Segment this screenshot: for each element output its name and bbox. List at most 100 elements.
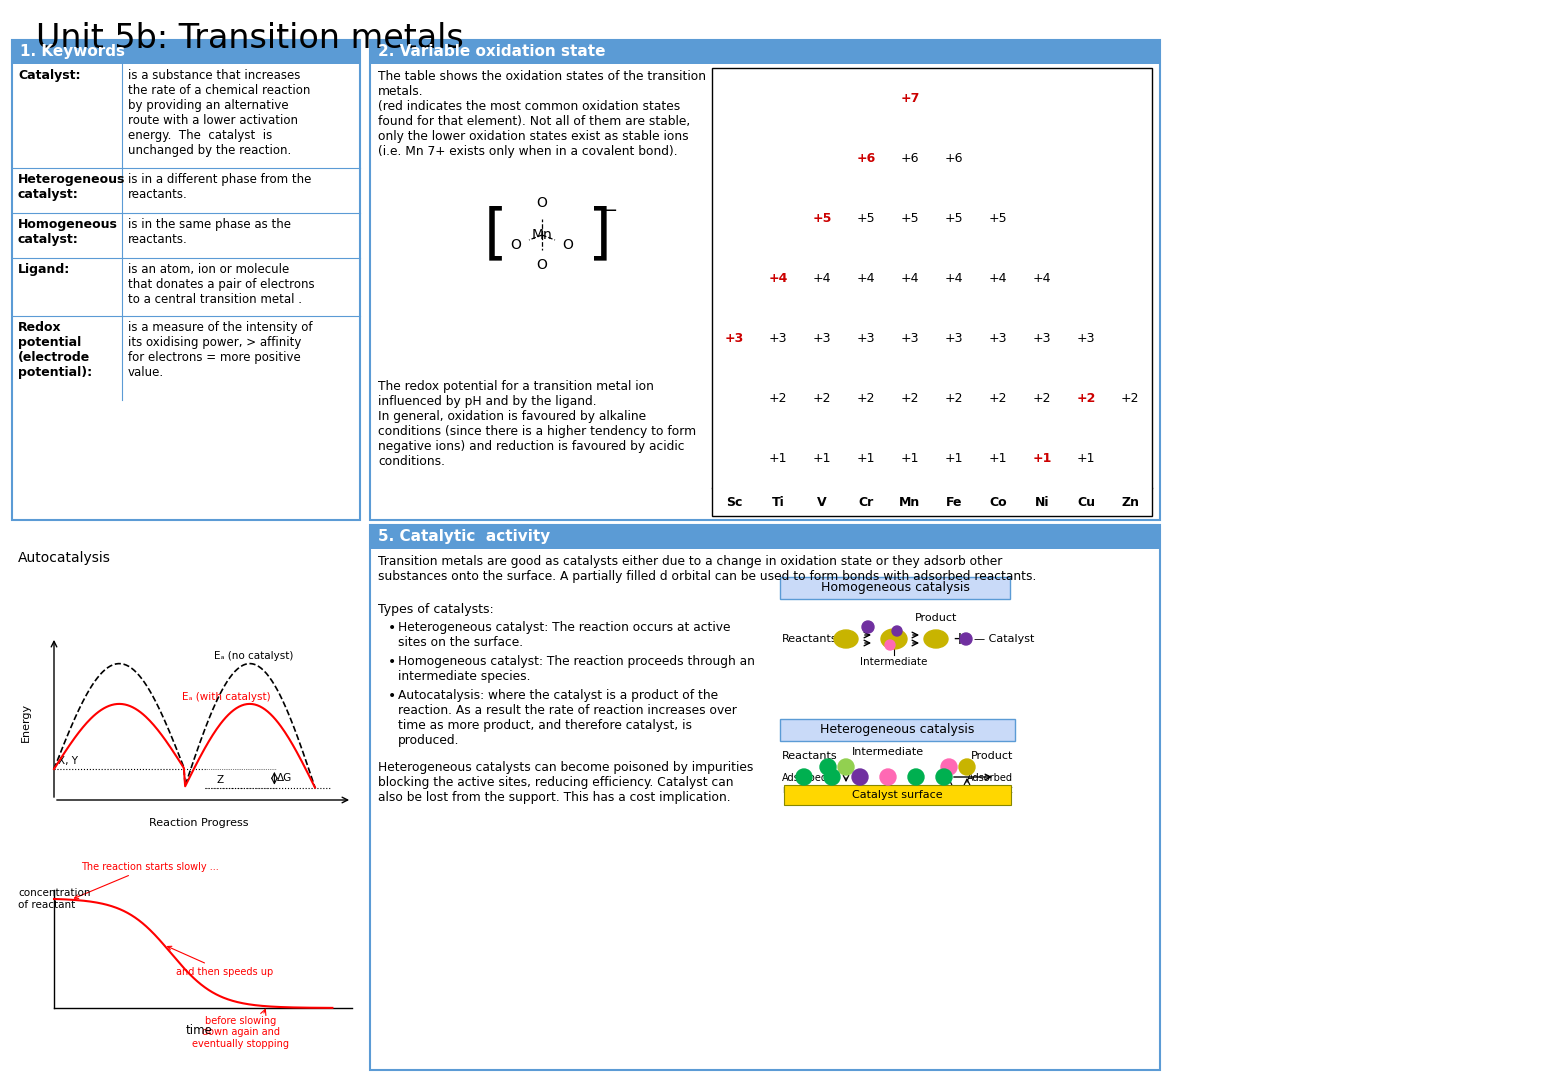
Text: Intermediate: Intermediate: [852, 747, 924, 757]
Circle shape: [796, 769, 813, 785]
Text: +5: +5: [900, 212, 919, 225]
Text: +1: +1: [1033, 451, 1051, 464]
Circle shape: [959, 759, 975, 775]
Text: Heterogeneous catalysts can become poisoned by impurities
blocking the active si: Heterogeneous catalysts can become poiso…: [378, 761, 753, 804]
Circle shape: [941, 759, 956, 775]
Text: +3: +3: [724, 332, 744, 345]
Text: Intermediate: Intermediate: [860, 657, 928, 667]
Text: +6: +6: [945, 151, 963, 164]
Text: ]: ]: [588, 205, 612, 265]
Text: [: [: [484, 205, 509, 265]
Text: The table shows the oxidation states of the transition
metals.
(red indicates th: The table shows the oxidation states of …: [378, 70, 707, 158]
Bar: [785, 785, 1011, 805]
Text: Energy: Energy: [20, 703, 31, 742]
Text: time: time: [186, 1024, 212, 1037]
Text: — Catalyst: — Catalyst: [973, 634, 1034, 644]
Bar: [370, 525, 1161, 1070]
Ellipse shape: [881, 629, 906, 649]
Bar: [711, 68, 1151, 516]
Text: Adsorbed
reactants: Adsorbed reactants: [782, 773, 828, 795]
Text: +2: +2: [989, 391, 1008, 405]
Text: Sc: Sc: [725, 496, 743, 509]
Circle shape: [908, 769, 924, 785]
Text: O: O: [510, 238, 521, 252]
Circle shape: [852, 769, 867, 785]
Text: 1. Keywords: 1. Keywords: [20, 44, 125, 59]
Text: +3: +3: [813, 332, 831, 345]
Text: +1: +1: [813, 451, 831, 464]
Text: O: O: [537, 195, 548, 210]
Text: •: •: [388, 689, 396, 703]
Text: is in the same phase as the
reactants.: is in the same phase as the reactants.: [128, 218, 292, 246]
Text: The reaction starts slowly ...: The reaction starts slowly ...: [75, 862, 218, 899]
Text: before slowing
down again and
eventually stopping: before slowing down again and eventually…: [192, 1015, 289, 1049]
Text: +3: +3: [945, 332, 963, 345]
Text: +1: +1: [900, 451, 919, 464]
Text: Types of catalysts:: Types of catalysts:: [378, 603, 495, 616]
Text: Mn: Mn: [532, 228, 552, 242]
Text: +1: +1: [769, 451, 788, 464]
Text: Redox
potential
(electrode
potential):: Redox potential (electrode potential):: [19, 321, 92, 379]
Text: +4: +4: [900, 271, 919, 284]
Text: Fe: Fe: [945, 496, 963, 509]
Circle shape: [959, 633, 972, 645]
Ellipse shape: [924, 630, 948, 648]
Text: +4: +4: [813, 271, 831, 284]
Text: 2. Variable oxidation state: 2. Variable oxidation state: [378, 44, 605, 59]
Circle shape: [838, 759, 853, 775]
Bar: [12, 40, 360, 64]
Text: X, Y: X, Y: [58, 756, 78, 766]
Text: +3: +3: [1076, 332, 1095, 345]
Text: +1: +1: [945, 451, 963, 464]
Text: Ligand:: Ligand:: [19, 264, 70, 276]
Text: +4: +4: [769, 271, 788, 284]
Text: The redox potential for a transition metal ion
influenced by pH and by the ligan: The redox potential for a transition met…: [378, 380, 696, 468]
Text: Autocatalysis: where the catalyst is a product of the
reaction. As a result the : Autocatalysis: where the catalyst is a p…: [398, 689, 736, 747]
Text: +2: +2: [1076, 391, 1095, 405]
Text: +3: +3: [856, 332, 875, 345]
Text: +3: +3: [769, 332, 788, 345]
Text: +2: +2: [900, 391, 919, 405]
Text: +2: +2: [1033, 391, 1051, 405]
Text: Homogeneous catalysis: Homogeneous catalysis: [821, 581, 969, 594]
Text: Adsorbed
product: Adsorbed product: [967, 773, 1012, 795]
Text: Reactants: Reactants: [782, 634, 838, 644]
Text: +4: +4: [1033, 271, 1051, 284]
Text: +1: +1: [989, 451, 1008, 464]
Text: is a substance that increases
the rate of a chemical reaction
by providing an al: is a substance that increases the rate o…: [128, 69, 310, 157]
Circle shape: [936, 769, 952, 785]
Text: Unit 5b: Transition metals: Unit 5b: Transition metals: [36, 22, 463, 55]
Text: +1: +1: [1076, 451, 1095, 464]
Text: Eₐ (no catalyst): Eₐ (no catalyst): [214, 650, 293, 661]
Text: Co: Co: [989, 496, 1006, 509]
Text: Catalyst surface: Catalyst surface: [852, 789, 942, 800]
Text: +2: +2: [813, 391, 831, 405]
Circle shape: [880, 769, 895, 785]
Text: +5: +5: [989, 212, 1008, 225]
Circle shape: [885, 640, 895, 650]
Text: Autocatalysis: Autocatalysis: [19, 551, 111, 565]
Text: Transition metals are good as catalysts either due to a change in oxidation stat: Transition metals are good as catalysts …: [378, 555, 1036, 583]
Text: Heterogeneous catalyst: The reaction occurs at active
sites on the surface.: Heterogeneous catalyst: The reaction occ…: [398, 621, 730, 649]
Text: Ni: Ni: [1034, 496, 1050, 509]
Text: +2: +2: [856, 391, 875, 405]
Text: +3: +3: [900, 332, 919, 345]
Text: is a measure of the intensity of
its oxidising power, > affinity
for electrons =: is a measure of the intensity of its oxi…: [128, 321, 312, 379]
Circle shape: [824, 769, 839, 785]
Text: is an atom, ion or molecule
that donates a pair of electrons
to a central transi: is an atom, ion or molecule that donates…: [128, 264, 315, 306]
Text: +1: +1: [856, 451, 875, 464]
Text: +5: +5: [813, 212, 831, 225]
Text: V: V: [817, 496, 827, 509]
Text: Cu: Cu: [1076, 496, 1095, 509]
Bar: [780, 719, 1016, 741]
Text: +4: +4: [945, 271, 963, 284]
Circle shape: [892, 626, 902, 636]
Text: +: +: [952, 630, 966, 648]
Text: +5: +5: [945, 212, 964, 225]
Text: +3: +3: [989, 332, 1008, 345]
Text: Homogeneous catalyst: The reaction proceeds through an
intermediate species.: Homogeneous catalyst: The reaction proce…: [398, 654, 755, 683]
Text: •: •: [388, 654, 396, 669]
Text: Reactants: Reactants: [782, 751, 838, 761]
Text: +5: +5: [856, 212, 875, 225]
Bar: [370, 40, 1161, 64]
